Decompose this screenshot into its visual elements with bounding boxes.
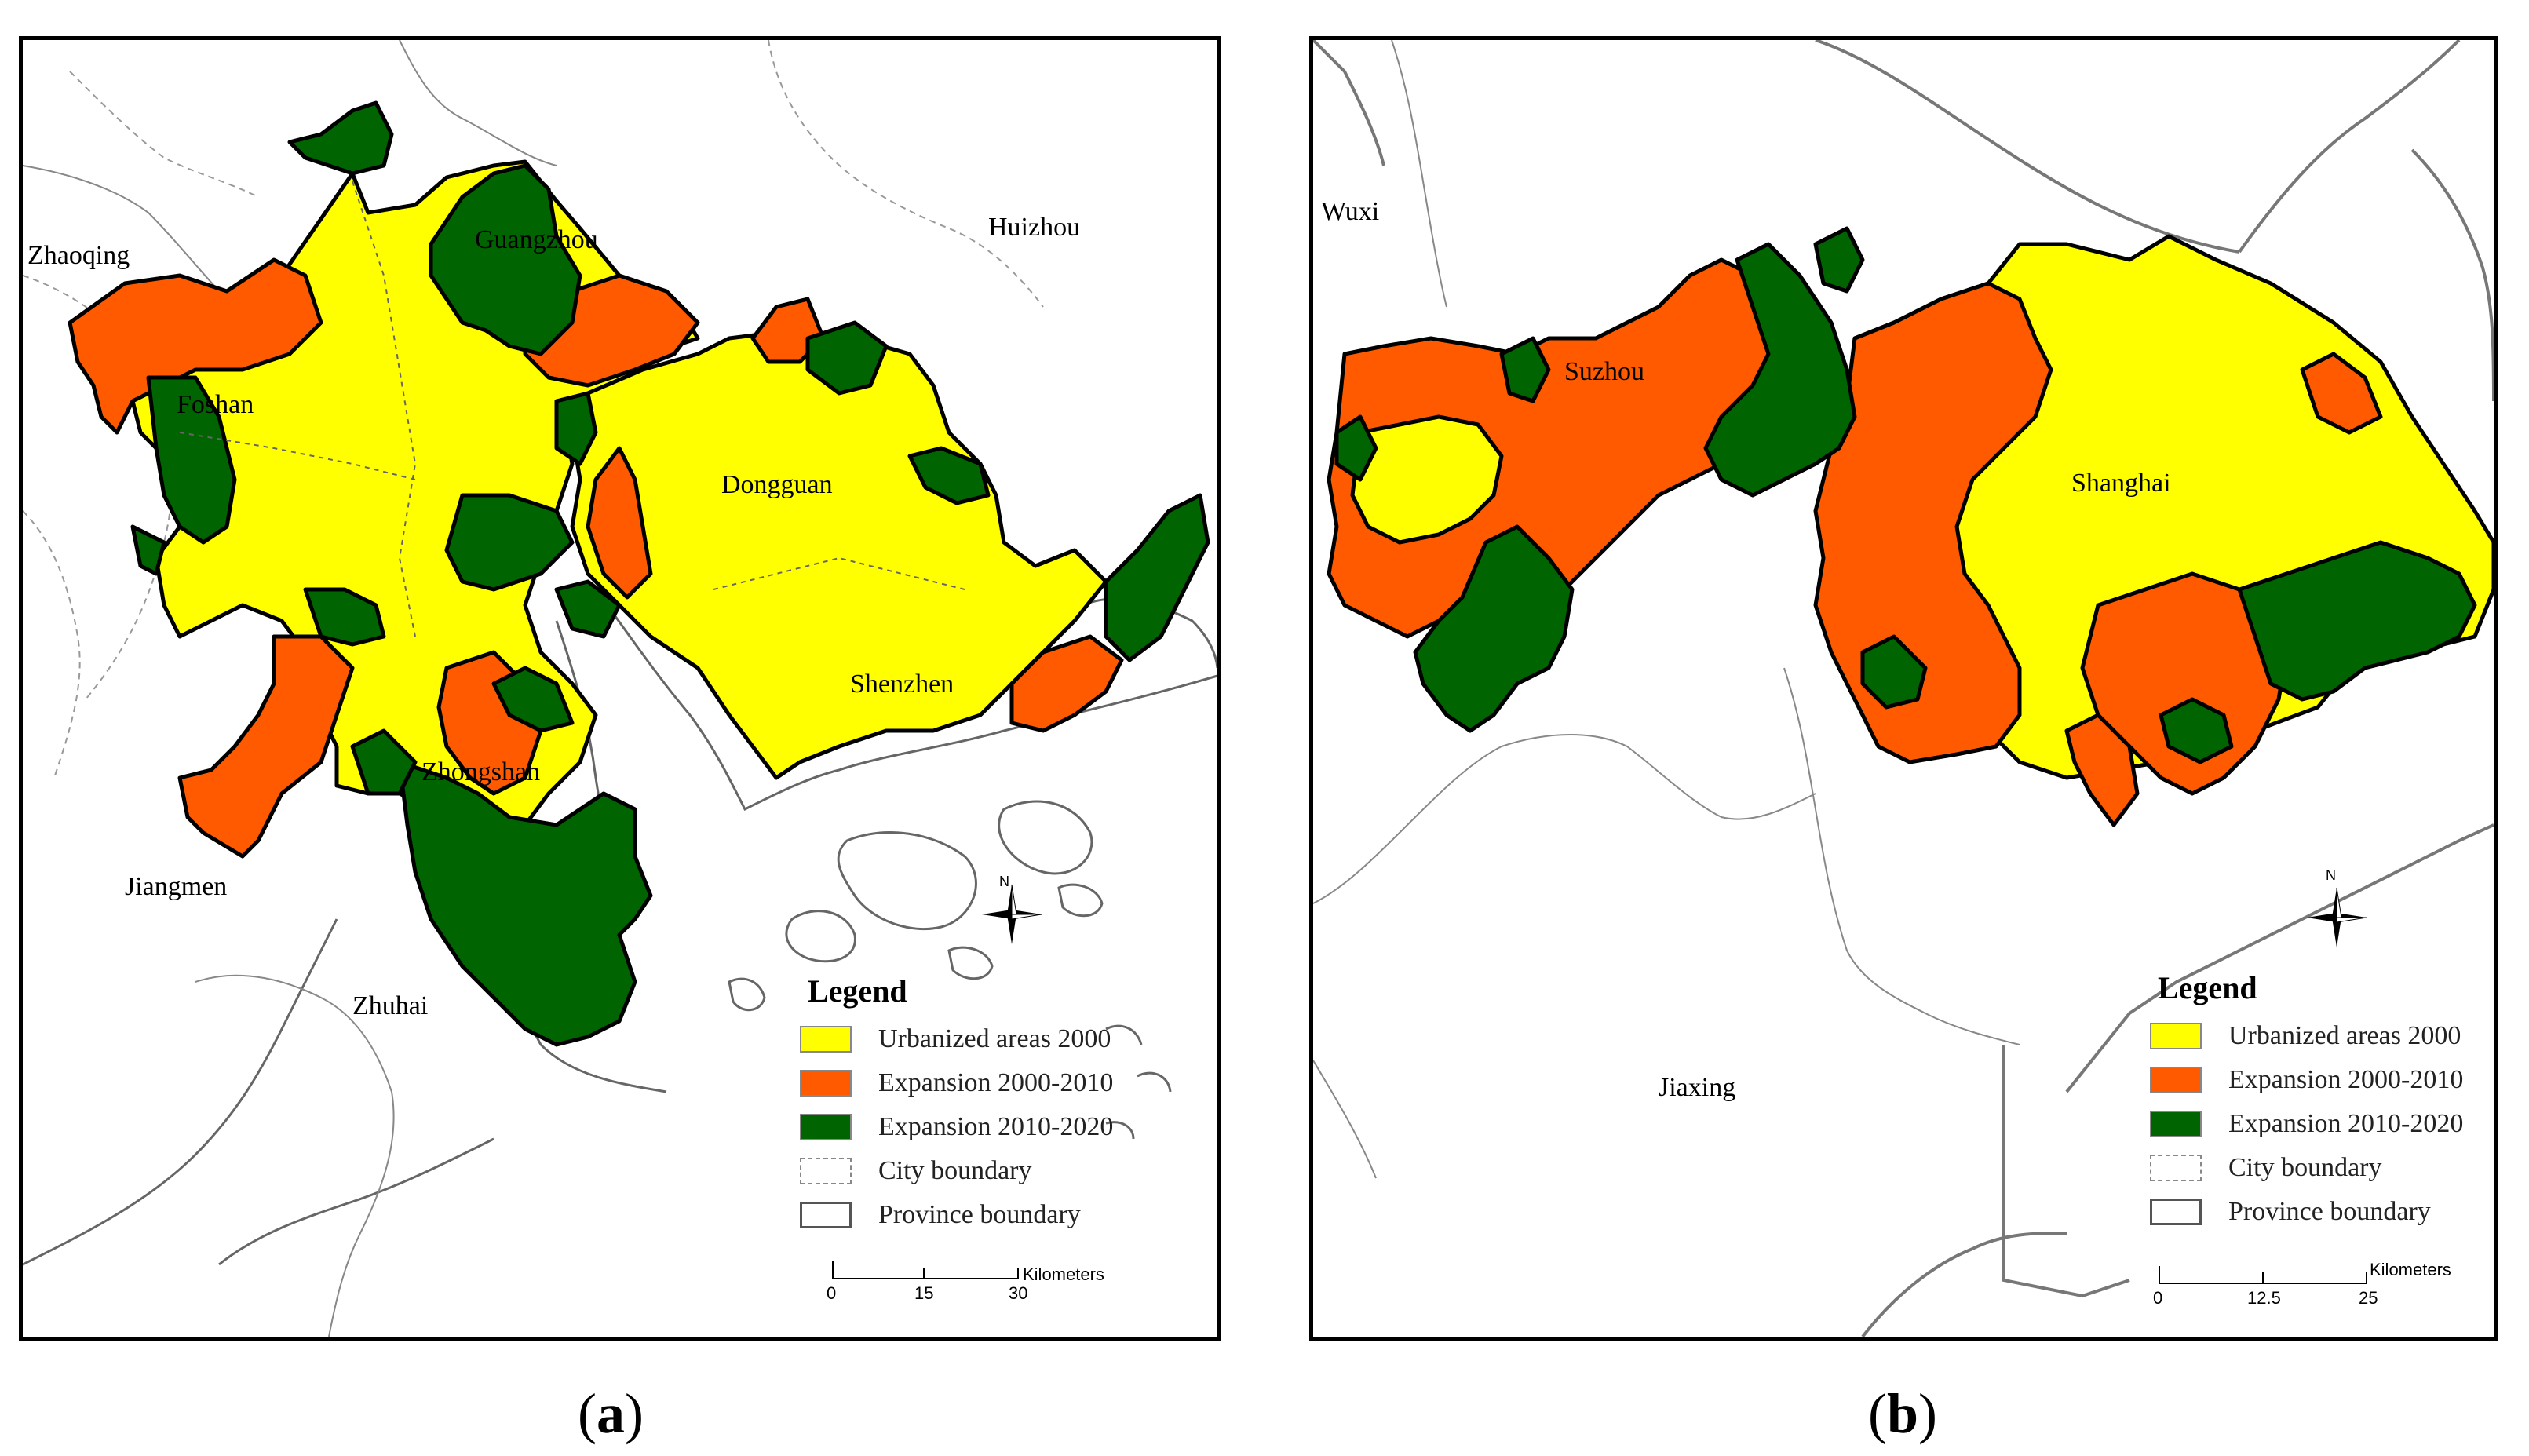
scale-bar-a: 0 15 30 Kilometers [827, 1260, 1104, 1307]
swatch-dashed [2150, 1155, 2202, 1181]
legend-item-province-boundary: Province boundary [800, 1193, 1113, 1237]
legend-item-province-boundary: Province boundary [2150, 1190, 2463, 1234]
inner-city-boundary-a [179, 181, 965, 637]
city-label-dongguan: Dongguan [721, 470, 833, 499]
scale-tick: 0 [827, 1283, 837, 1303]
city-label-zhaoqing: Zhaoqing [27, 241, 130, 270]
swatch-solid [2150, 1199, 2202, 1225]
north-arrow-b [2305, 886, 2368, 949]
legend-item-city-boundary: City boundary [800, 1149, 1113, 1193]
legend-item-urbanized: Urbanized areas 2000 [2150, 1014, 2463, 1058]
legend-a: Legend Urbanized areas 2000 Expansion 20… [800, 972, 1113, 1237]
city-label-wuxi: Wuxi [1321, 197, 1380, 226]
map-a-canvas [23, 40, 1217, 1337]
legend-label: Urbanized areas 2000 [2228, 1021, 2461, 1050]
compass-icon [982, 884, 1042, 944]
scale-tick: 12.5 [2247, 1288, 2281, 1308]
legend-item-expansion-2010-2020: Expansion 2010-2020 [800, 1105, 1113, 1149]
map-panel-b: Wuxi Suzhou Shanghai Jiaxing N Legend Ur… [1309, 36, 2498, 1341]
swatch-green [2150, 1111, 2202, 1137]
legend-label: Province boundary [2228, 1197, 2431, 1226]
scale-unit: Kilometers [2370, 1260, 2451, 1279]
legend-label: Province boundary [878, 1200, 1081, 1229]
swatch-yellow [800, 1026, 852, 1053]
city-label-guangzhou: Guangzhou [475, 225, 598, 254]
scale-tick: 30 [1009, 1283, 1028, 1303]
legend-label: Expansion 2010-2020 [878, 1112, 1114, 1141]
scale-bar-line [832, 1261, 1019, 1279]
swatch-solid [800, 1202, 852, 1228]
city-label-shanghai: Shanghai [2071, 469, 2171, 498]
map-panel-a: Zhaoqing Guangzhou Huizhou Foshan Donggu… [19, 36, 1221, 1341]
swatch-yellow [2150, 1023, 2202, 1049]
caption-a: (a) [578, 1382, 644, 1445]
map-b-canvas [1313, 40, 2494, 1337]
city-label-jiaxing: Jiaxing [1659, 1073, 1736, 1102]
scale-tick: 0 [2153, 1288, 2163, 1308]
city-label-suzhou: Suzhou [1564, 357, 1644, 386]
city-label-zhuhai: Zhuhai [352, 991, 429, 1020]
legend-item-urbanized: Urbanized areas 2000 [800, 1017, 1113, 1061]
legend-item-city-boundary: City boundary [2150, 1146, 2463, 1190]
legend-item-expansion-2000-2010: Expansion 2000-2010 [2150, 1058, 2463, 1102]
scale-tick: 25 [2359, 1288, 2378, 1308]
urban-region-a [68, 100, 1210, 1047]
scale-tick: 15 [914, 1283, 934, 1303]
legend-label: Expansion 2010-2020 [2228, 1109, 2464, 1138]
swatch-green [800, 1114, 852, 1140]
scale-unit: Kilometers [1023, 1264, 1104, 1284]
city-label-jiangmen: Jiangmen [125, 872, 228, 901]
caption-b: (b) [1868, 1382, 1938, 1445]
legend-label: City boundary [878, 1156, 1032, 1185]
urban-region-b [1327, 226, 2494, 827]
swatch-orange [800, 1070, 852, 1097]
compass-icon [2307, 887, 2367, 947]
province-boundary-a [23, 40, 557, 1337]
scale-bar-line [2159, 1266, 2367, 1284]
city-label-shenzhen: Shenzhen [850, 670, 954, 699]
caption-letter: a [596, 1382, 625, 1445]
scale-bar-b: 0 12.5 25 Kilometers [2153, 1260, 2451, 1312]
legend-label: Expansion 2000-2010 [878, 1068, 1114, 1097]
legend-title: Legend [2158, 970, 2257, 1005]
legend-label: City boundary [2228, 1153, 2382, 1182]
north-arrow-a [980, 883, 1043, 946]
legend-label: Expansion 2000-2010 [2228, 1065, 2464, 1094]
swatch-dashed [800, 1158, 852, 1184]
legend-item-expansion-2000-2010: Expansion 2000-2010 [800, 1061, 1113, 1105]
caption-letter: b [1886, 1382, 1919, 1445]
city-label-foshan: Foshan [177, 390, 254, 419]
north-label-a: N [999, 874, 1009, 889]
city-label-zhongshan: Zhongshan [422, 757, 541, 786]
legend-title: Legend [808, 973, 907, 1009]
province-boundary-b [1313, 40, 2494, 1337]
legend-item-expansion-2010-2020: Expansion 2010-2020 [2150, 1102, 2463, 1146]
legend-label: Urbanized areas 2000 [878, 1024, 1111, 1053]
legend-b: Legend Urbanized areas 2000 Expansion 20… [2150, 969, 2463, 1234]
city-label-huizhou: Huizhou [988, 213, 1081, 242]
north-label-b: N [2326, 867, 2336, 883]
swatch-orange [2150, 1067, 2202, 1093]
